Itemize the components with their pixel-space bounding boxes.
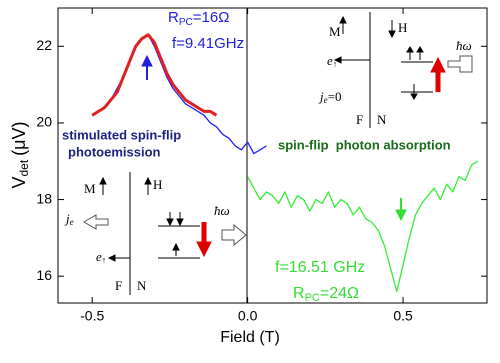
inset-label: F	[115, 278, 122, 293]
rpc-main: R	[293, 285, 305, 302]
x-tick-label: 0.5	[393, 308, 413, 324]
inset-label: F	[356, 112, 363, 127]
y-label-unit: (μV)	[9, 121, 29, 155]
inset-label: e↑	[327, 53, 337, 69]
y-label-main: V	[9, 177, 29, 189]
x-axis-label: Field (T)	[220, 329, 280, 346]
absorption-label: spin-flip photon absorption	[278, 137, 451, 152]
inset-label: N	[377, 112, 387, 127]
x-tick-label: 0.0	[238, 308, 258, 324]
marks	[91, 33, 479, 293]
data-line	[91, 33, 218, 117]
rpc-rest: =16Ω	[193, 9, 230, 26]
inset-e: e	[327, 53, 333, 68]
inset-e-sub: ↑	[102, 255, 107, 265]
inset-label: H	[153, 177, 162, 192]
stimulated-label: photoemission	[68, 144, 161, 159]
x-tick-label: -0.5	[80, 308, 104, 324]
inset-label: M	[84, 181, 96, 196]
inset-label: N	[137, 278, 147, 293]
dip-arrow	[395, 198, 407, 222]
inset-e-sub: ↑	[333, 59, 338, 69]
inset-diagram	[83, 172, 247, 295]
y-label-sub: det	[17, 159, 31, 176]
inset-label: ħω	[456, 38, 472, 53]
y-tick-label: 22	[36, 37, 52, 53]
plot-frame	[57, 7, 488, 304]
inset-j: j	[64, 211, 70, 226]
y-tick-label: 18	[36, 190, 52, 206]
inset-label: H	[398, 20, 407, 35]
inset-label: M	[329, 24, 341, 39]
y-axis-label: Vdet (μV)	[9, 121, 31, 188]
inset-diagram	[333, 12, 473, 128]
rpc-label: RPC=16Ω	[168, 9, 229, 28]
stimulated-label: stimulated spin-flip	[62, 127, 181, 142]
inset-j-sub: e	[70, 217, 74, 227]
data-line	[247, 160, 479, 293]
rpc-sub: PC	[305, 292, 320, 304]
rpc-main: R	[168, 9, 179, 26]
inset-e: e	[96, 249, 102, 264]
rpc-rest: =24Ω	[320, 285, 359, 302]
inset-label: ħω	[214, 203, 230, 218]
y-tick-label: 16	[36, 267, 52, 283]
freq-label: f=16.51 GHz	[275, 259, 365, 276]
inset-j: j	[318, 89, 324, 104]
inset-label: je	[64, 211, 74, 227]
rpc-sub: PC	[179, 17, 193, 28]
inset-j-rest: =0	[328, 89, 342, 104]
rpc-label: RPC=24Ω	[293, 285, 359, 304]
inset-label: je=0	[318, 89, 341, 105]
peak-arrow	[141, 54, 153, 80]
y-tick-label: 20	[36, 114, 52, 130]
freq-label: f=9.41GHz	[172, 35, 244, 52]
inset-label: e↑	[96, 249, 106, 265]
inset-j-sub: e	[324, 95, 328, 105]
